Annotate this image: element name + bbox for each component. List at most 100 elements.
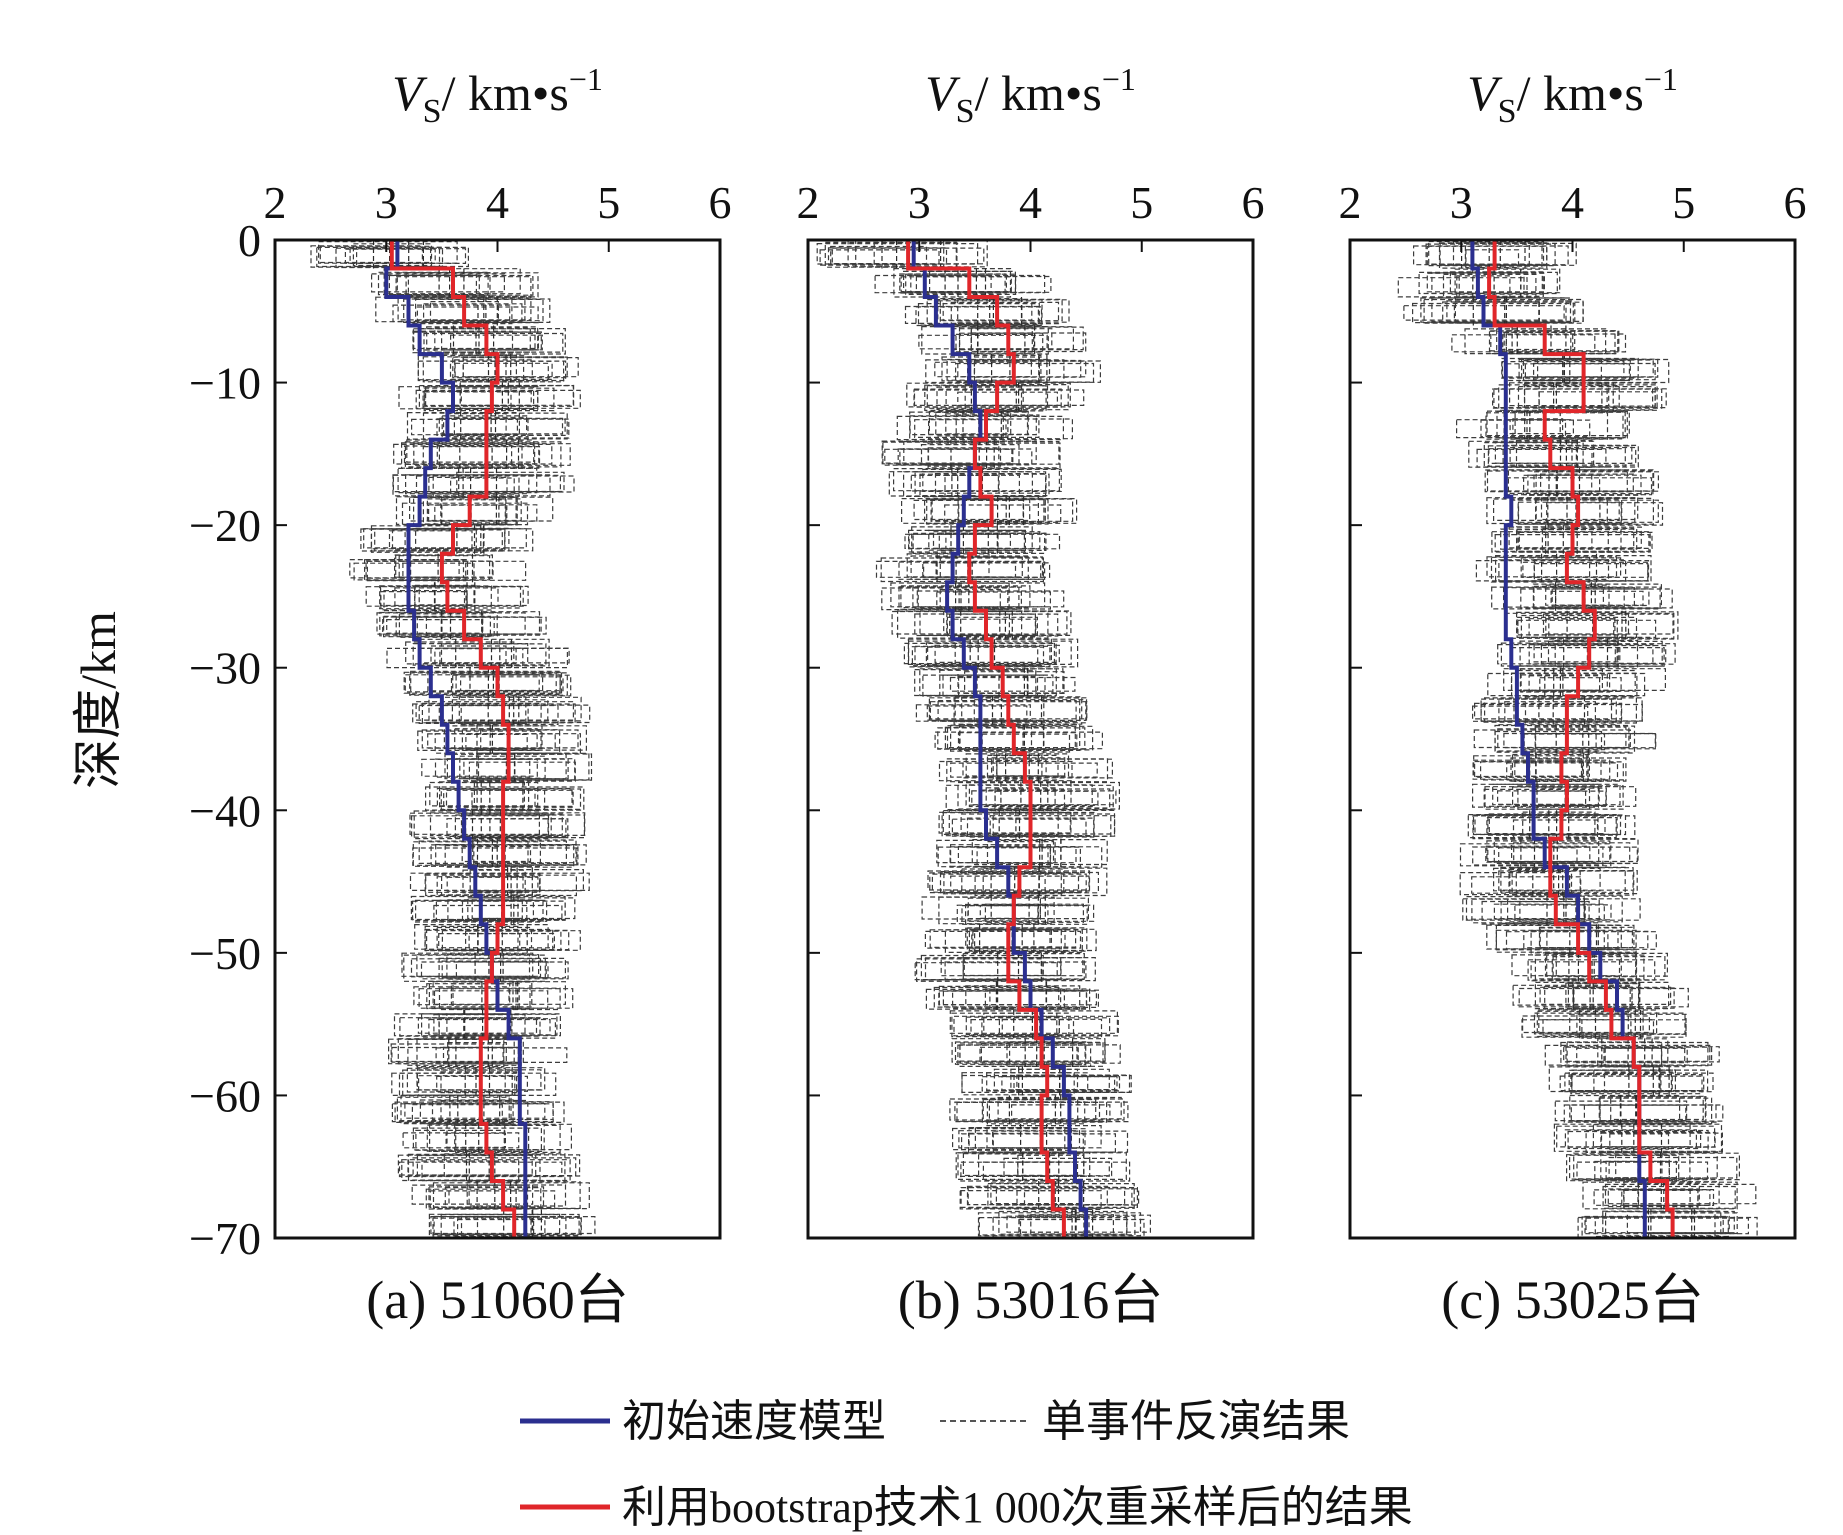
single-event-step — [955, 1152, 1127, 1181]
single-event-step — [1008, 1041, 1087, 1066]
single-event-step — [380, 590, 468, 611]
single-event-step — [460, 813, 563, 836]
single-event-step — [1019, 1215, 1136, 1236]
bootstrap-result-line — [906, 240, 1066, 1238]
single-event-step — [1604, 1211, 1716, 1238]
single-event-step — [989, 989, 1100, 1009]
single-event-step — [954, 638, 1053, 665]
single-event-step — [1504, 612, 1675, 639]
single-event-step — [970, 326, 1074, 350]
single-event-step — [911, 526, 1033, 553]
single-event-step — [436, 1075, 529, 1092]
single-event-step — [1569, 1094, 1681, 1122]
single-event-step — [1514, 904, 1612, 921]
single-event-step — [981, 1097, 1108, 1123]
single-event-step — [1548, 611, 1679, 640]
x-tick-label: 2 — [1339, 177, 1362, 228]
single-event-step — [422, 446, 541, 465]
single-event-step — [401, 442, 540, 469]
single-event-step — [1476, 448, 1607, 468]
single-event-step — [472, 839, 577, 864]
single-event-step — [949, 1010, 1118, 1034]
y-tick-label: −40 — [189, 785, 261, 836]
single-event-step — [412, 1127, 542, 1151]
single-event-step — [946, 616, 1039, 638]
single-event-step — [379, 611, 498, 637]
single-event-step — [1584, 1215, 1730, 1234]
single-event-step — [428, 1213, 561, 1236]
single-event-step — [1535, 469, 1654, 495]
single-event-step — [986, 840, 1055, 864]
single-event-step — [459, 755, 546, 779]
single-event-step — [1517, 785, 1624, 810]
single-event-step — [1507, 469, 1593, 494]
single-event-step — [1550, 590, 1644, 606]
single-event-step — [938, 532, 1047, 552]
single-event-step — [412, 328, 536, 351]
single-event-step — [910, 474, 999, 492]
single-event-step — [412, 847, 578, 866]
x-tick-label: 6 — [1784, 177, 1807, 228]
single-event-step — [915, 704, 1031, 722]
single-event-step — [958, 332, 1044, 353]
single-event-step — [393, 443, 553, 465]
single-event-step — [939, 556, 1023, 578]
bootstrap-result-line — [1487, 240, 1675, 1238]
single-event-step — [1602, 1210, 1722, 1237]
single-event-results — [816, 239, 1152, 1238]
single-event-step — [440, 1213, 580, 1236]
single-event-step — [984, 903, 1085, 923]
single-event-step — [963, 957, 1062, 977]
single-event-step — [415, 1129, 505, 1151]
single-event-step — [966, 360, 1101, 383]
y-tick-label: −10 — [189, 358, 261, 409]
y-tick-label: −60 — [189, 1070, 261, 1121]
single-event-step — [1566, 1041, 1663, 1067]
single-event-step — [1576, 1161, 1709, 1180]
y-tick-label: −50 — [189, 928, 261, 979]
single-event-step — [1486, 924, 1622, 950]
single-event-step — [1548, 1066, 1661, 1093]
plot-frame — [1348, 238, 1797, 1240]
single-event-step — [458, 696, 527, 725]
single-event-step — [1500, 642, 1616, 667]
single-event-step — [903, 642, 1057, 665]
single-event-step — [461, 900, 566, 921]
single-event-step — [1541, 527, 1635, 553]
single-event-step — [434, 758, 531, 778]
single-event-step — [959, 1189, 1082, 1210]
single-event-step — [426, 983, 520, 1010]
single-event-step — [1510, 840, 1611, 864]
single-event-step — [1504, 701, 1597, 722]
single-event-step — [950, 875, 1090, 892]
single-event-step — [386, 647, 568, 669]
single-event-step — [995, 1188, 1140, 1206]
single-event-step — [875, 560, 1042, 578]
single-event-step — [1533, 559, 1610, 581]
single-event-step — [420, 961, 569, 980]
single-event-step — [1615, 1154, 1680, 1179]
single-event-step — [1516, 616, 1638, 639]
single-event-step — [460, 386, 539, 407]
single-event-step — [930, 498, 1074, 522]
single-event-step — [1490, 330, 1620, 352]
single-event-step — [476, 752, 590, 781]
single-event-step — [429, 1190, 556, 1209]
single-event-step — [1542, 1019, 1655, 1036]
single-event-step — [426, 1124, 530, 1152]
x-axis-title: VS/ km•s−1 — [1467, 61, 1678, 130]
single-event-step — [927, 418, 1073, 440]
single-event-step — [967, 897, 1089, 920]
single-event-step — [416, 1154, 533, 1176]
single-event-step — [413, 986, 510, 1006]
single-event-step — [1486, 556, 1618, 578]
single-event-step — [356, 246, 444, 267]
single-event-step — [996, 759, 1047, 777]
single-event-step — [419, 1099, 514, 1125]
single-event-step — [958, 326, 1084, 351]
single-event-step — [982, 1161, 1079, 1181]
single-event-step — [1473, 702, 1623, 720]
single-event-step — [954, 696, 1081, 723]
single-event-step — [926, 499, 1049, 525]
x-tick-label: 5 — [597, 177, 620, 228]
